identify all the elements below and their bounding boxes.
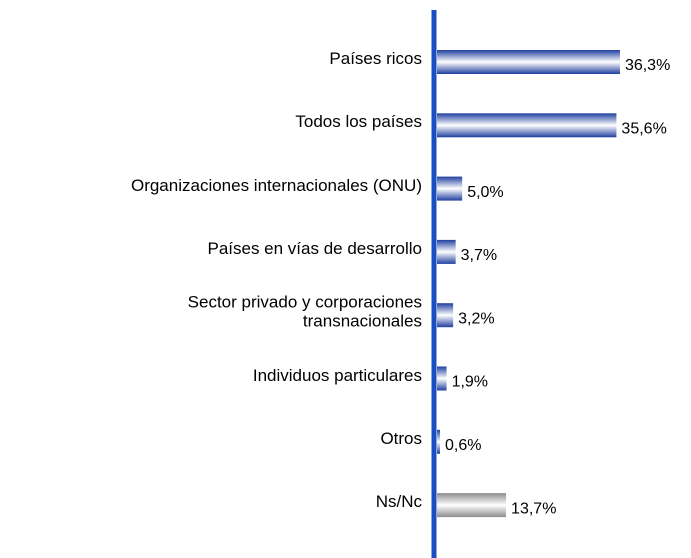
category-label: Países en vías de desarrollo [207,238,422,258]
bar [437,50,620,74]
category-label: Todos los países [295,112,422,132]
bar [437,303,454,328]
bar [437,493,507,518]
value-label: 36,3% [625,57,670,74]
value-label: 3,2% [458,310,494,327]
value-label: 5,0% [467,184,503,201]
bar [437,176,463,201]
category-label: Ns/Nc [375,491,422,511]
category-label: Individuos particulares [252,365,422,385]
category-label: Organizaciones internacionales (ONU) [130,175,422,195]
bar [437,366,447,391]
value-label: 3,7% [461,247,497,264]
category-label: Otros [380,428,422,448]
bar [437,429,441,454]
value-label: 1,9% [452,374,488,391]
value-label: 0,6% [445,437,481,454]
category-label: Países ricos [329,48,422,68]
value-label: 35,6% [621,121,666,138]
value-label: 13,7% [511,500,556,517]
bar [437,239,456,264]
bar [437,113,617,138]
category-label: Sector privado y corporaciones transnaci… [187,292,422,331]
